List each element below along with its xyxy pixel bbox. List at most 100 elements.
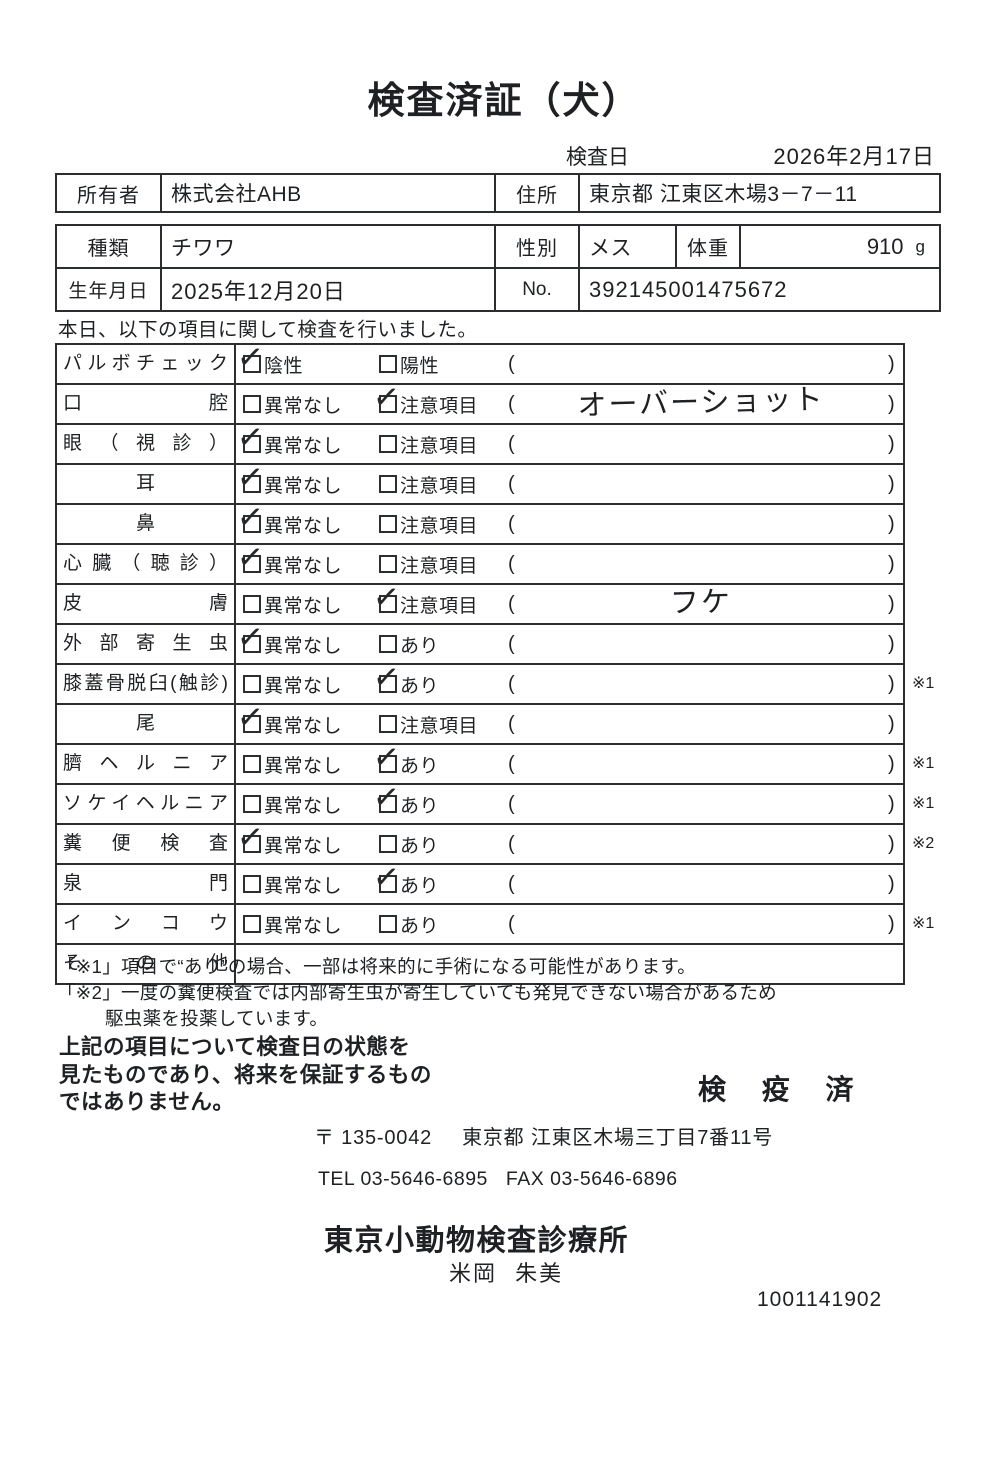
paren-close: ) xyxy=(888,713,895,735)
exam-option: 異常なし xyxy=(243,385,342,423)
exam-option: ✓ 陰性 xyxy=(235,338,304,383)
exam-item-label: ソケイヘルニア xyxy=(57,785,236,823)
exam-row: 口腔 異常なし ✓ 注意項目 (オーバーショット) xyxy=(57,378,903,423)
option-label: 注意項目 xyxy=(400,715,479,737)
exam-item-label: 膝蓋骨脱臼(触診) xyxy=(57,665,236,703)
option-label: あり xyxy=(400,875,440,897)
exam-row-content: ✓ 異常なし 注意項目 () xyxy=(235,418,903,463)
exam-item-label: 外部寄生虫 xyxy=(57,625,236,663)
exam-row-content: 異常なし ✓ あり () xyxy=(236,738,903,783)
exam-item-label: 眼（視診） xyxy=(57,425,236,463)
exam-row-content: ✓ 異常なし 注意項目 () xyxy=(235,698,903,743)
birth-label: 生年月日 xyxy=(68,281,149,302)
sex-value: メス xyxy=(578,226,675,267)
exam-option: 異常なし xyxy=(243,865,342,903)
breed-label: 種類 xyxy=(87,238,130,260)
paren-close: ) xyxy=(888,673,895,695)
exam-item-label: 口腔 xyxy=(57,385,236,423)
exam-option: ✓ あり xyxy=(371,658,439,703)
exam-option: 注意項目 xyxy=(379,505,478,543)
exam-row-content: 異常なし ✓ あり () xyxy=(236,658,903,703)
weight-value-cell: 910 g xyxy=(739,226,939,267)
weight-unit: g xyxy=(915,236,925,256)
option-label: あり xyxy=(400,915,440,937)
paren-open: ( xyxy=(508,753,515,775)
checkbox xyxy=(379,835,397,853)
sex-label: 性別 xyxy=(494,226,578,267)
checkbox xyxy=(243,875,261,893)
checkbox-checked: ✓ xyxy=(235,498,265,537)
option-label: 陰性 xyxy=(264,355,304,377)
page-title: 検査済証（犬） xyxy=(367,80,641,121)
paren-close: ) xyxy=(888,753,895,775)
exam-row-content: 異常なし あり () xyxy=(236,905,903,943)
paren-close: ) xyxy=(888,393,895,415)
disclaimer-line-3: ではありません。 xyxy=(59,1090,235,1114)
paren-open: ( xyxy=(508,633,515,655)
option-label: 注意項目 xyxy=(400,595,479,617)
checkbox-checked: ✓ xyxy=(235,418,265,457)
disclaimer-line-1: 上記の項目について検査日の状態を xyxy=(59,1035,411,1059)
paren-open: ( xyxy=(508,873,515,895)
option-label: あり xyxy=(400,835,440,857)
exam-row: 尾 ✓ 異常なし 注意項目 () xyxy=(57,698,903,743)
exam-item-label: 心臓（聴診） xyxy=(57,545,236,583)
footnote-mark: ※1 xyxy=(912,675,935,692)
exam-option: 注意項目 xyxy=(379,425,478,463)
disclaimer: 上記の項目について検査日の状態を 見たものであり、将来を保証するもの ではありま… xyxy=(59,1034,432,1117)
address-label: 住所 xyxy=(494,175,578,211)
checkbox-checked: ✓ xyxy=(235,538,265,577)
option-label: 異常なし xyxy=(264,675,343,697)
exam-option: 異常なし xyxy=(243,785,342,823)
exam-option: 注意項目 xyxy=(379,545,478,583)
paren-open: ( xyxy=(508,713,515,735)
exam-row: 耳 ✓ 異常なし 注意項目 () xyxy=(57,458,903,503)
exam-row: 臍ヘルニア 異常なし ✓ あり () ※1 xyxy=(57,738,934,783)
exam-row: ソケイヘルニア 異常なし ✓ あり () ※1 xyxy=(57,778,934,823)
exam-row: パルボチェック ✓ 陰性 陽性 () xyxy=(57,338,903,383)
checkbox xyxy=(379,635,397,653)
clinic-fax: FAX 03-5646-6896 xyxy=(505,1168,678,1190)
paren-close: ) xyxy=(888,633,895,655)
exam-row-content: ✓ 陰性 陽性 () xyxy=(235,338,903,383)
exam-option: 注意項目 xyxy=(379,705,478,743)
exam-row: 心臓（聴診） ✓ 異常なし 注意項目 () xyxy=(57,538,903,583)
option-label: 異常なし xyxy=(264,635,343,657)
paren-close: ) xyxy=(888,353,895,375)
breed-value: チワワ xyxy=(160,226,494,267)
exam-row-content: ✓ 異常なし 注意項目 () xyxy=(235,538,903,583)
paren-close: ) xyxy=(888,513,895,535)
handwritten-note: オーバーショット xyxy=(577,383,825,423)
checkbox-checked: ✓ xyxy=(371,858,401,897)
option-label: 異常なし xyxy=(264,475,343,497)
exam-option: あり xyxy=(379,625,439,663)
checkbox-checked: ✓ xyxy=(371,378,401,417)
checkbox-checked: ✓ xyxy=(371,778,401,817)
paren-close: ) xyxy=(888,873,895,895)
exam-item-label: 泉門 xyxy=(57,865,236,903)
option-label: 異常なし xyxy=(264,795,343,817)
exam-option: ✓ 異常なし xyxy=(235,418,342,463)
check-mark-icon: ✓ xyxy=(235,537,266,577)
exam-item-label: その他 xyxy=(57,945,236,983)
exam-row-content: 異常なし ✓ 注意項目 (フケ) xyxy=(236,578,903,623)
exam-row: 膝蓋骨脱臼(触診) 異常なし ✓ あり () ※1 xyxy=(57,658,934,703)
footnote-mark: ※1 xyxy=(912,915,935,932)
option-label: 注意項目 xyxy=(400,515,479,537)
check-mark-icon: ✓ xyxy=(235,337,266,377)
check-mark-icon: ✓ xyxy=(371,577,402,617)
exam-row: 泉門 異常なし ✓ あり () xyxy=(57,858,903,903)
exam-option: ✓ 異常なし xyxy=(235,538,342,583)
check-mark-icon: ✓ xyxy=(371,657,402,697)
exam-item-label: 皮膚 xyxy=(57,585,236,623)
clinic-tel-line: TEL 03-5646-6895 FAX 03-5646-6896 xyxy=(318,1168,678,1191)
footnote-2-cont: 駆虫薬を投薬しています。 xyxy=(105,1008,329,1029)
exam-item-label: 鼻 xyxy=(57,505,236,543)
paren-open: ( xyxy=(508,913,515,935)
check-mark-icon: ✓ xyxy=(371,377,402,417)
checkbox xyxy=(243,675,261,693)
checkbox-checked: ✓ xyxy=(371,658,401,697)
paren-close: ) xyxy=(888,833,895,855)
document-number: 1001141902 xyxy=(757,1288,883,1311)
